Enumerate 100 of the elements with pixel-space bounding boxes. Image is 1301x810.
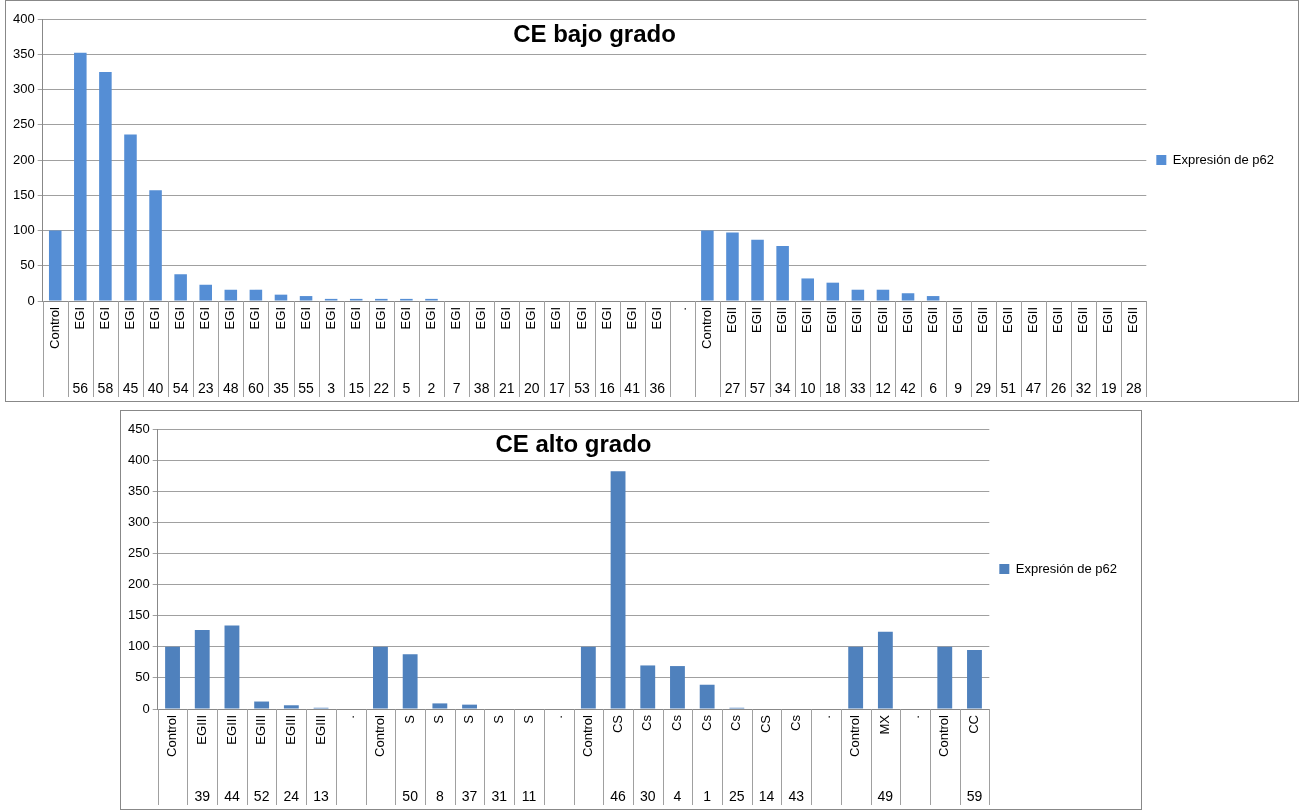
category-label: EGII 27 (724, 307, 741, 396)
y-tick-label: 100 (127, 638, 150, 654)
category-label: EGIII 39 (193, 715, 211, 804)
y-tick-label: 400 (12, 10, 35, 26)
category-label: EGII 51 (999, 307, 1017, 396)
y-tick-label: 200 (127, 576, 150, 592)
bar (901, 293, 915, 301)
x-tick-label: . (673, 307, 689, 311)
category-label: EGII 32 (1075, 307, 1092, 396)
bar (224, 289, 238, 301)
x-tick-label: Control (46, 306, 62, 349)
bar (726, 232, 739, 301)
category-label: EGI 60 (247, 307, 264, 396)
bar (937, 646, 953, 709)
x-tick-label: Control (372, 714, 388, 757)
y-tick-label: 250 (127, 545, 150, 561)
y-tick-label: 50 (20, 257, 35, 273)
category-label: EGI 16 (598, 307, 615, 396)
category-label: EGII 47 (1025, 307, 1042, 396)
bar (610, 471, 626, 709)
bar (99, 71, 112, 301)
category-label: CS 14 (758, 715, 775, 804)
category-label: EGII 42 (899, 307, 916, 396)
bar (701, 230, 714, 301)
bar (699, 684, 715, 709)
category-label: EGIII 52 (253, 715, 270, 804)
category-label: EGI 23 (197, 307, 214, 396)
category-label: EGII 12 (874, 307, 891, 396)
category-label: EGI 5 (397, 307, 413, 396)
x-tick-label: . (550, 715, 566, 719)
bar (74, 52, 87, 301)
category-label: EGI 2 (423, 307, 439, 396)
y-tick-label: 150 (127, 607, 150, 623)
category-label: EGII 34 (774, 307, 791, 396)
category-label: EGIII 24 (282, 715, 300, 804)
category-label: EGII 9 (949, 307, 965, 396)
category-label: EGI 35 (272, 307, 289, 396)
category-label: EGI 40 (147, 307, 164, 396)
y-tick-label: 0 (27, 292, 35, 308)
y-tick-label: 50 (135, 669, 150, 685)
bar (926, 296, 940, 301)
bar (254, 701, 270, 709)
bar (751, 239, 764, 301)
category-label: EGII 33 (849, 307, 866, 396)
category-label: EGI 7 (448, 307, 464, 396)
y-tick-label: 350 (127, 482, 150, 498)
category-label: EGII 28 (1125, 307, 1142, 396)
category-label: EGII 26 (1050, 307, 1067, 396)
bar (249, 289, 263, 301)
category-label: Cs 4 (669, 715, 685, 804)
bar (402, 654, 418, 709)
category-label: EGIII 44 (223, 715, 240, 804)
bar (149, 190, 162, 301)
category-label: EGII 19 (1100, 307, 1117, 396)
category-label: EGI 22 (372, 307, 390, 396)
y-tick-label: 300 (12, 81, 35, 97)
bar (876, 289, 890, 301)
bar (462, 704, 477, 709)
category-label: Cs 30 (639, 715, 656, 804)
category-label: EGII 57 (749, 307, 766, 396)
y-tick-label: 200 (12, 151, 35, 167)
y-tick-label: 0 (142, 700, 150, 716)
legend-label: Expresión de p62 (1015, 560, 1118, 576)
bar (194, 629, 210, 709)
bar (283, 705, 299, 709)
x-tick-label: Control (847, 714, 863, 757)
bar (826, 282, 840, 301)
bar (848, 646, 864, 709)
legend-label: Expresión de p62 (1172, 151, 1275, 167)
x-tick-label: Control (164, 714, 180, 757)
bar (299, 296, 313, 301)
bar (640, 665, 656, 709)
category-label: S 31 (490, 715, 508, 804)
bar (199, 284, 212, 301)
category-label: EGII 10 (799, 307, 816, 396)
category-label: EGII 29 (974, 307, 992, 396)
category-label: CC 59 (966, 715, 983, 804)
y-tick-label: 250 (12, 116, 35, 132)
category-label: EGI 15 (347, 307, 365, 396)
bar (224, 625, 240, 709)
bar (274, 294, 288, 301)
category-label: CS 46 (609, 715, 626, 804)
category-label: EGI 54 (172, 307, 189, 396)
bar (174, 274, 187, 301)
category-label: EGI 58 (96, 307, 114, 396)
category-label: EGI 41 (623, 307, 640, 396)
category-label: EGI 20 (523, 307, 540, 396)
x-tick-label: . (817, 715, 833, 719)
category-label: EGI 17 (548, 307, 565, 396)
bar (877, 631, 893, 709)
category-label: EGI 38 (473, 307, 490, 396)
bar (580, 646, 596, 709)
x-tick-label: Control (579, 714, 595, 757)
x-tick-label: Control (936, 714, 952, 757)
category-label: S 11 (520, 715, 537, 804)
bar (776, 246, 789, 301)
category-label: EGI 48 (222, 307, 239, 396)
y-tick-label: 100 (12, 222, 35, 238)
category-label: EGI 53 (573, 307, 590, 396)
category-label: S 37 (461, 715, 478, 804)
